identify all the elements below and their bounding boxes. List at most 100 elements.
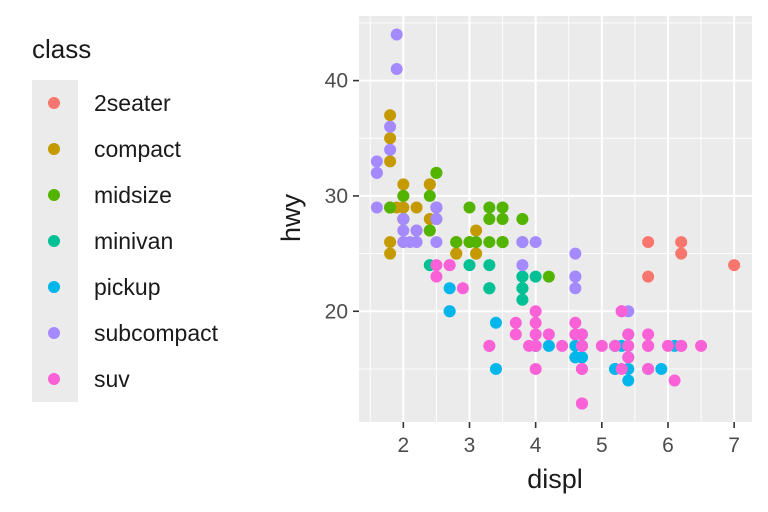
point-suv	[556, 339, 569, 352]
legend-label: compact	[94, 136, 181, 162]
point-suv	[642, 328, 655, 341]
point-suv	[575, 339, 588, 352]
point-compact	[423, 178, 436, 191]
point-subcompact	[370, 166, 383, 179]
point-midsize	[423, 224, 436, 237]
point-pickup	[443, 282, 456, 295]
y-tick-label: 40	[325, 70, 348, 93]
point-suv	[529, 362, 542, 375]
point-2seater	[675, 247, 688, 260]
point-midsize	[516, 213, 529, 225]
point-2seater	[728, 259, 741, 272]
point-minivan	[516, 293, 529, 306]
legend-key-dot	[48, 327, 60, 339]
point-suv	[642, 339, 655, 352]
point-compact	[450, 247, 463, 260]
legend-item-pickup: pickup	[32, 264, 160, 310]
x-tick-label: 5	[596, 434, 608, 457]
point-suv	[575, 397, 588, 410]
point-midsize	[463, 236, 476, 249]
point-subcompact	[370, 201, 383, 214]
point-minivan	[529, 270, 542, 283]
point-suv	[575, 362, 588, 375]
x-tick-label: 6	[662, 434, 674, 457]
point-pickup	[542, 339, 555, 352]
point-compact	[397, 178, 410, 191]
point-subcompact	[516, 259, 529, 272]
point-pickup	[489, 316, 502, 329]
legend-key-dot	[48, 143, 60, 155]
point-subcompact	[390, 28, 403, 41]
legend-label: 2seater	[94, 90, 171, 116]
point-subcompact	[370, 155, 383, 168]
point-2seater	[642, 270, 655, 283]
point-compact	[470, 247, 483, 260]
legend-label: subcompact	[94, 320, 219, 346]
point-suv	[529, 305, 542, 318]
y-tick-label: 20	[325, 300, 348, 323]
x-tick-label: 3	[464, 434, 476, 457]
point-2seater	[642, 236, 655, 249]
legend-item-suv: suv	[32, 356, 130, 402]
legend-label: pickup	[94, 274, 161, 300]
legend-label: midsize	[94, 182, 172, 208]
point-subcompact	[569, 282, 582, 295]
point-subcompact	[516, 236, 529, 249]
x-tick-label: 7	[728, 434, 740, 457]
point-midsize	[397, 189, 410, 202]
point-subcompact	[430, 236, 443, 249]
point-midsize	[450, 236, 463, 249]
point-suv	[529, 328, 542, 341]
point-midsize	[483, 213, 496, 225]
x-tick-label: 2	[397, 434, 409, 457]
point-midsize	[496, 213, 509, 225]
y-axis-label: hwy	[276, 193, 306, 242]
point-subcompact	[384, 120, 397, 133]
point-subcompact	[569, 270, 582, 283]
point-suv	[668, 374, 681, 387]
point-suv	[615, 305, 628, 318]
legend-item-midsize: midsize	[32, 172, 172, 218]
point-minivan	[516, 270, 529, 283]
point-pickup	[655, 362, 668, 375]
tick-labels: 2 3 4 5 6 7 20 30 40	[325, 70, 740, 457]
point-subcompact	[430, 213, 443, 225]
point-midsize	[423, 189, 436, 202]
point-suv	[483, 339, 496, 352]
point-subcompact	[390, 63, 403, 76]
point-suv	[675, 339, 688, 352]
point-subcompact	[569, 247, 582, 260]
point-compact	[384, 236, 397, 249]
point-subcompact	[410, 224, 423, 237]
point-suv	[529, 316, 542, 329]
point-subcompact	[397, 224, 410, 237]
y-tick-label: 30	[325, 185, 348, 208]
legend: class 2seater compact midsize minivan pickup…	[32, 32, 218, 402]
point-midsize	[463, 201, 476, 214]
point-suv	[569, 316, 582, 329]
point-suv	[569, 328, 582, 341]
point-midsize	[542, 270, 555, 283]
point-compact	[410, 201, 423, 214]
legend-item-2seater: 2seater	[32, 80, 171, 126]
point-suv	[529, 339, 542, 352]
point-minivan	[463, 259, 476, 272]
point-midsize	[483, 236, 496, 249]
point-suv	[615, 362, 628, 375]
point-pickup	[443, 305, 456, 318]
legend-keys: 2seater compact midsize minivan pickup subcom…	[32, 80, 218, 402]
axis-ticks	[353, 79, 735, 428]
legend-title: class	[32, 34, 92, 64]
legend-item-compact: compact	[32, 126, 181, 172]
data-points	[370, 28, 741, 410]
x-axis-label: displ	[527, 464, 583, 494]
point-suv	[622, 339, 635, 352]
point-suv	[542, 328, 555, 341]
point-midsize	[496, 201, 509, 214]
point-suv	[430, 259, 443, 272]
point-pickup	[622, 374, 635, 387]
x-tick-label: 4	[530, 434, 542, 457]
point-subcompact	[529, 236, 542, 249]
point-suv	[661, 339, 674, 352]
